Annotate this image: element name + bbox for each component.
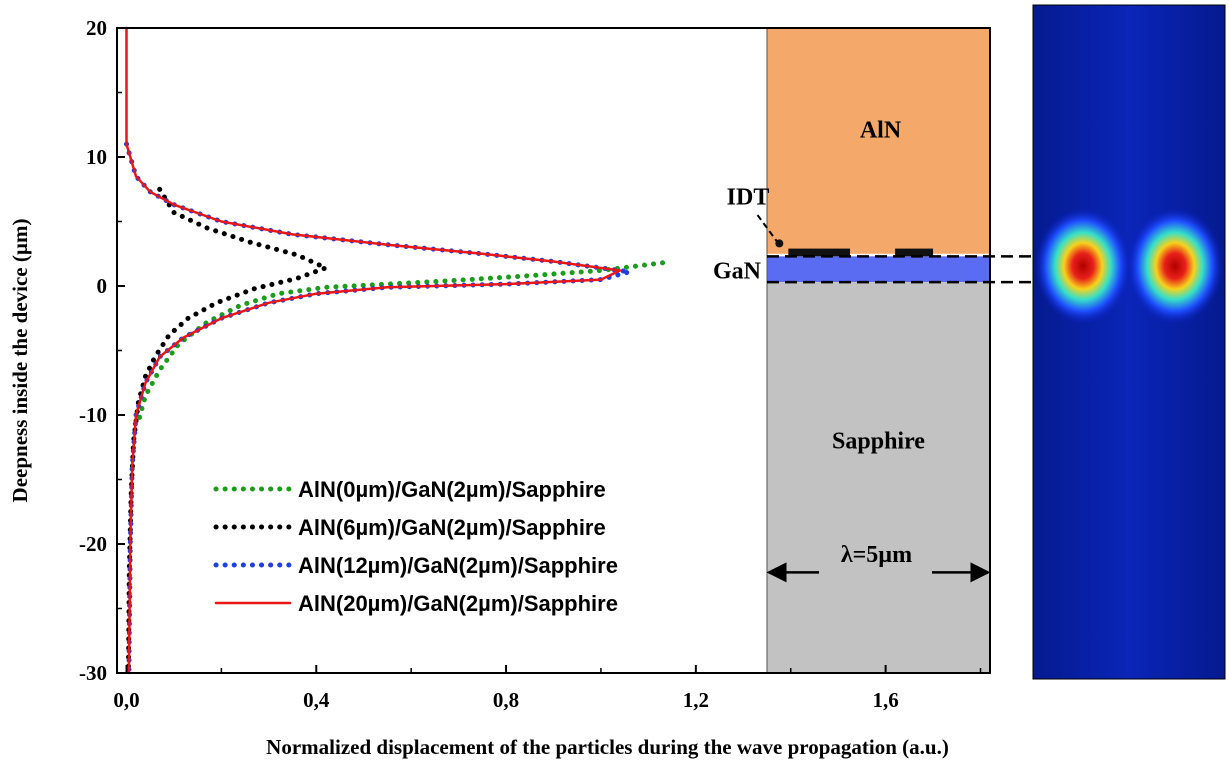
y-tick-label: 20 [86, 16, 107, 40]
x-tick-label: 0,8 [493, 688, 519, 712]
x-tick-label: 1,6 [872, 688, 898, 712]
y-tick-label: 0 [97, 274, 108, 298]
field-hotspot-1 [1035, 208, 1131, 324]
legend-label: AlN(12µm)/GaN(2µm)/Sapphire [298, 553, 618, 578]
series-line-1 [125, 186, 329, 676]
layer-sapphire [767, 282, 990, 673]
y-tick-label: -20 [79, 532, 107, 556]
x-tick-label: 1,2 [683, 688, 709, 712]
layer-label-gan: GaN [713, 258, 762, 284]
legend-label: AlN(0µm)/GaN(2µm)/Sapphire [298, 477, 606, 502]
idt-pointer-dot [775, 239, 784, 248]
layer-label-aln: AlN [860, 118, 902, 144]
ticks-group: 0,0 0,4 0,8 1,2 1,6 -30 -20 -10 0 10 20 [79, 16, 982, 712]
legend-label: AlN(6µm)/GaN(2µm)/Sapphire [298, 515, 606, 540]
y-tick-label: -10 [79, 403, 107, 427]
wavelength-label: λ=5µm [841, 542, 912, 568]
legend: AlN(0µm)/GaN(2µm)/Sapphire AlN(6µm)/GaN(2… [213, 477, 618, 616]
series-group [124, 26, 666, 676]
y-tick-label: -30 [79, 661, 107, 685]
layer-label-sapphire: Sapphire [832, 429, 925, 455]
series-line-3 [125, 26, 622, 675]
x-axis-title: Normalized displacement of the particles… [266, 735, 949, 759]
idt-electrode [895, 248, 934, 257]
field-hotspot-2 [1127, 208, 1223, 324]
y-axis-title: Deepness inside the device (µm) [8, 219, 32, 503]
y-tick-label: 10 [86, 145, 107, 169]
layer-gan [767, 256, 990, 283]
x-tick-label: 0,0 [113, 688, 139, 712]
idt-label: IDT [727, 185, 770, 211]
displacement-field-image [1032, 4, 1226, 680]
legend-label: AlN(20µm)/GaN(2µm)/Sapphire [298, 591, 618, 616]
idt-electrode [788, 248, 851, 257]
layer-aln [767, 28, 990, 254]
idt-pointer-line [756, 214, 778, 242]
x-tick-label: 0,4 [303, 688, 330, 712]
